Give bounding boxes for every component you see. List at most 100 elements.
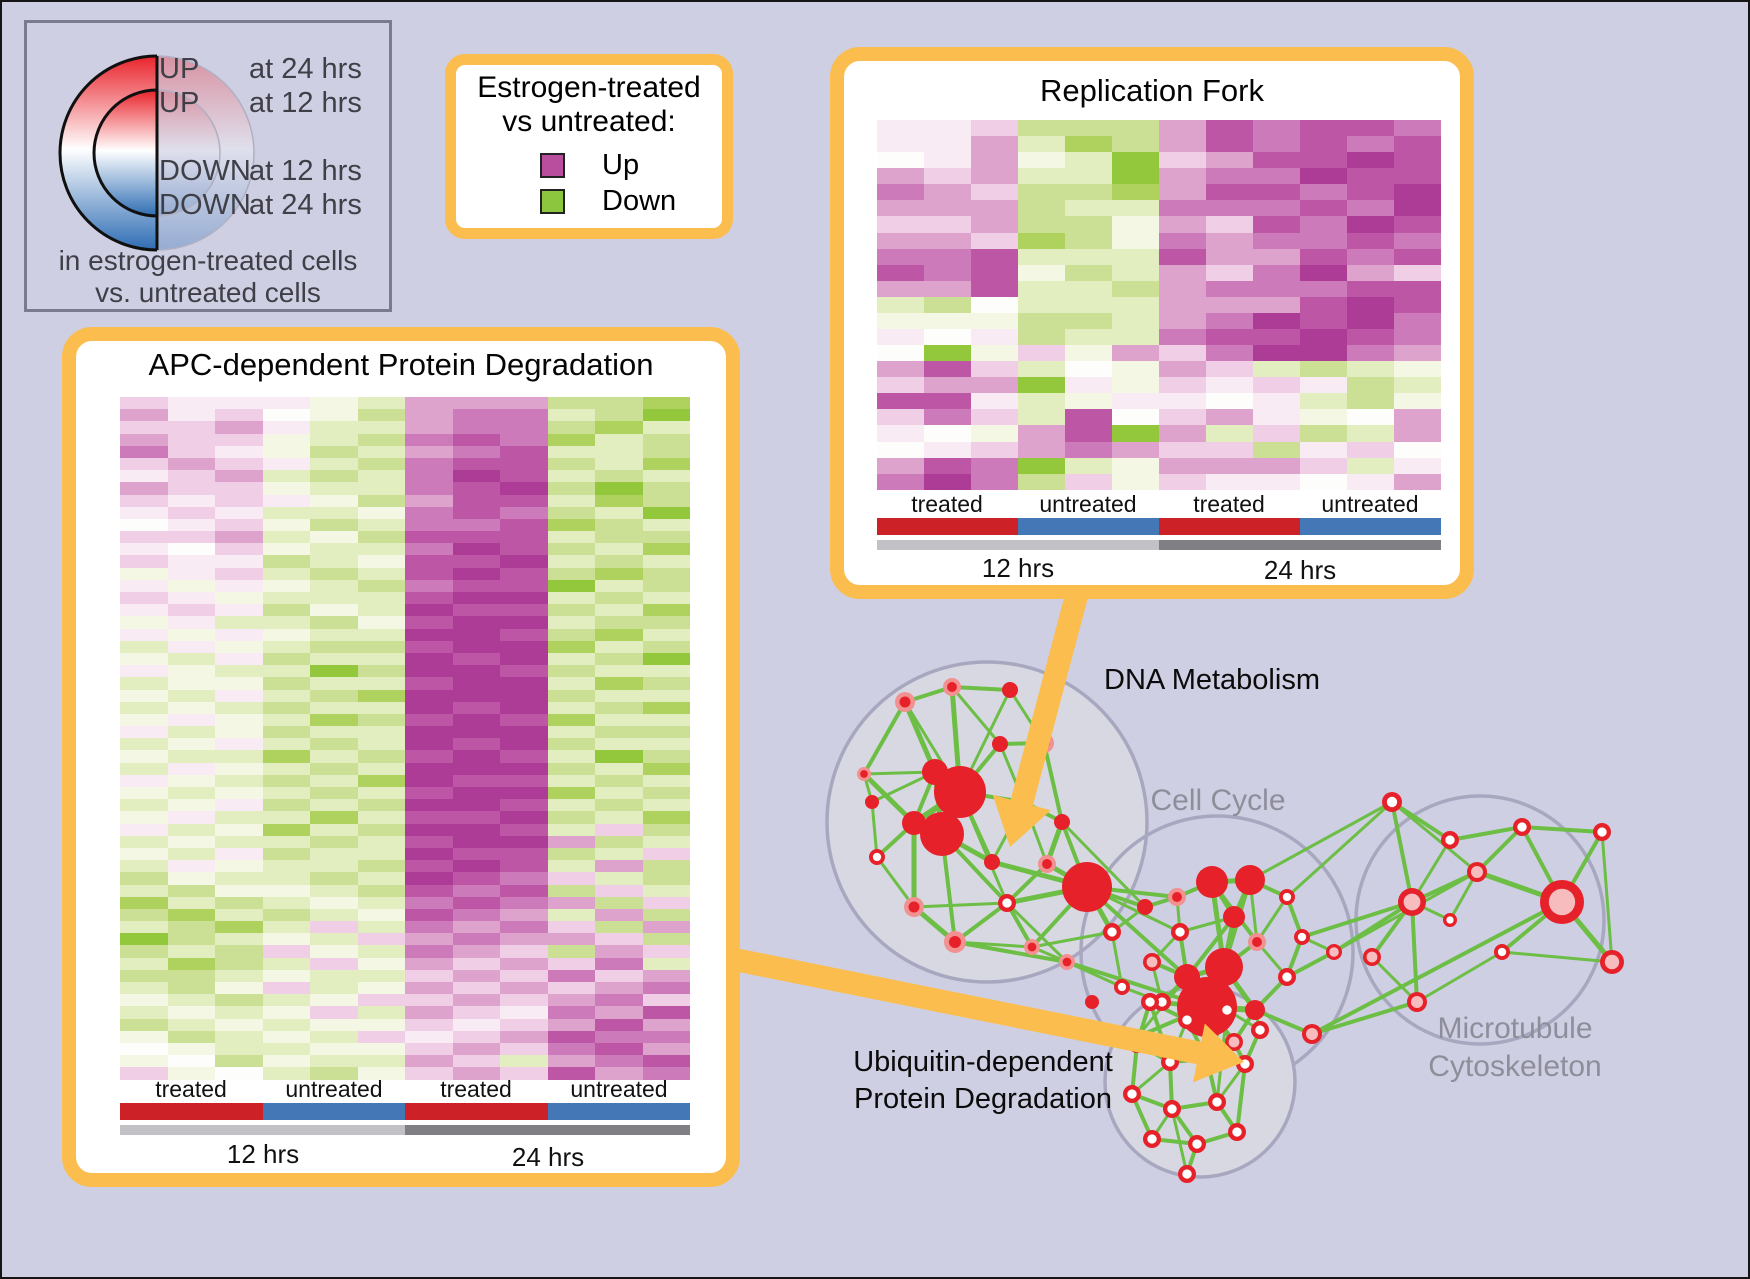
heatmap-cell xyxy=(310,713,358,727)
heatmap-cell xyxy=(310,835,358,848)
heatmap-cell xyxy=(310,908,358,922)
heatmap-cell xyxy=(310,457,358,471)
heatmap-cell xyxy=(1206,312,1253,330)
heatmap-row xyxy=(877,264,1441,281)
heatmap-cell xyxy=(405,896,453,909)
heatmap-cell xyxy=(595,982,643,995)
heatmap-cell xyxy=(1065,457,1112,474)
heatmap-cell xyxy=(1253,216,1300,233)
heatmap-cell xyxy=(1300,361,1347,378)
heatmap-cell xyxy=(642,884,690,897)
heatmap-cell xyxy=(405,567,453,580)
heatmap-cell xyxy=(1300,168,1347,185)
heatmap-cell xyxy=(924,136,971,153)
callout-arrowhead-icon xyxy=(1192,1023,1244,1083)
network-node-halo xyxy=(1038,855,1056,873)
heatmap-cell xyxy=(262,908,310,922)
network-edge xyxy=(1135,1001,1152,1045)
heatmap-cell xyxy=(452,713,500,727)
heatmap-cell xyxy=(310,799,358,812)
heatmap-cell xyxy=(642,579,690,592)
heatmap-cell xyxy=(547,1042,595,1056)
heatmap-cell xyxy=(924,216,971,233)
heatmap-cell xyxy=(215,567,263,580)
heatmap-cell xyxy=(167,860,215,873)
heatmap-cell xyxy=(1018,248,1065,265)
network-node-ring-white xyxy=(1161,1053,1179,1071)
network-edge xyxy=(1170,1108,1189,1175)
heatmap-cell xyxy=(1347,280,1394,297)
heatmap-cell xyxy=(1347,216,1394,233)
heatmap-cell xyxy=(642,433,690,446)
heatmap-cell xyxy=(120,811,168,824)
heatmap-cell xyxy=(547,640,595,653)
heatmap-cell xyxy=(547,726,595,739)
heatmap-cell xyxy=(1018,216,1065,233)
heatmap-cell xyxy=(167,616,215,629)
heatmap-cell xyxy=(1065,425,1112,442)
network-edge xyxy=(949,686,963,793)
network-node-ring-white xyxy=(1294,929,1310,945)
heatmap-cell xyxy=(595,506,643,519)
heatmap-cell xyxy=(120,506,168,519)
heatmap-cell xyxy=(1018,232,1065,249)
heatmap-cell xyxy=(971,361,1018,378)
heatmap-cell xyxy=(405,726,453,739)
heatmap-cell xyxy=(310,1018,358,1031)
heatmap-cell xyxy=(405,750,453,763)
heatmap-cell xyxy=(452,409,500,422)
heatmap-row xyxy=(877,136,1441,153)
heatmap-cell xyxy=(405,579,453,592)
network-edge xyxy=(1232,879,1252,918)
heatmap-cell xyxy=(1112,425,1159,442)
heatmap-cell xyxy=(120,884,168,897)
heatmap-cell xyxy=(595,421,643,434)
network-edge xyxy=(1476,869,1563,905)
heatmap-cell xyxy=(595,969,643,982)
heatmap-cell xyxy=(167,750,215,763)
heatmap-cell xyxy=(547,665,595,678)
network-edge xyxy=(1560,831,1604,903)
heatmap-cell xyxy=(452,555,500,568)
heatmap-cell xyxy=(405,531,453,544)
heatmap-row xyxy=(120,628,690,641)
heatmap-cell xyxy=(357,592,405,605)
heatmap-cell xyxy=(120,531,168,544)
heatmap-cell xyxy=(877,296,924,313)
heatmap-cell xyxy=(1253,361,1300,378)
heatmap-cell xyxy=(500,1018,548,1031)
heatmap-cell xyxy=(310,677,358,690)
rf-group-label-treated-24: treated xyxy=(1193,491,1265,517)
heatmap-cell xyxy=(357,652,405,666)
heatmap-cell xyxy=(1347,361,1394,378)
network-node-solid xyxy=(920,812,964,856)
network-edge xyxy=(1203,965,1228,1009)
heatmap-cell xyxy=(1300,152,1347,169)
network-edge xyxy=(1185,1019,1209,1060)
heatmap-cell xyxy=(642,774,690,787)
network-edge xyxy=(1085,885,1189,979)
heatmap-cell xyxy=(215,811,263,824)
heatmap-cell xyxy=(500,835,548,848)
heatmap-cell xyxy=(215,787,263,800)
heatmap-cell xyxy=(924,393,971,410)
heatmap-cell xyxy=(310,518,358,532)
heatmap-cell xyxy=(452,823,500,836)
heatmap-cell xyxy=(642,494,690,507)
heatmap-cell xyxy=(120,445,168,458)
heatmap-cell xyxy=(1112,393,1159,410)
heatmap-cell xyxy=(877,264,924,281)
heatmap-row xyxy=(120,1006,690,1019)
heatmap-cell xyxy=(310,1067,358,1080)
network-edge xyxy=(1044,821,1065,865)
network-edge xyxy=(1149,1000,1208,1009)
network-edge xyxy=(1254,1008,1313,1036)
network-node-halo xyxy=(1024,939,1040,955)
heatmap-row xyxy=(120,409,690,422)
heatmap-cell xyxy=(924,329,971,346)
heatmap-cell xyxy=(642,567,690,580)
heatmap-cell xyxy=(1112,329,1159,346)
heatmap-cell xyxy=(1159,248,1206,265)
network-edge xyxy=(953,901,1009,944)
heatmap-cell xyxy=(310,969,358,982)
